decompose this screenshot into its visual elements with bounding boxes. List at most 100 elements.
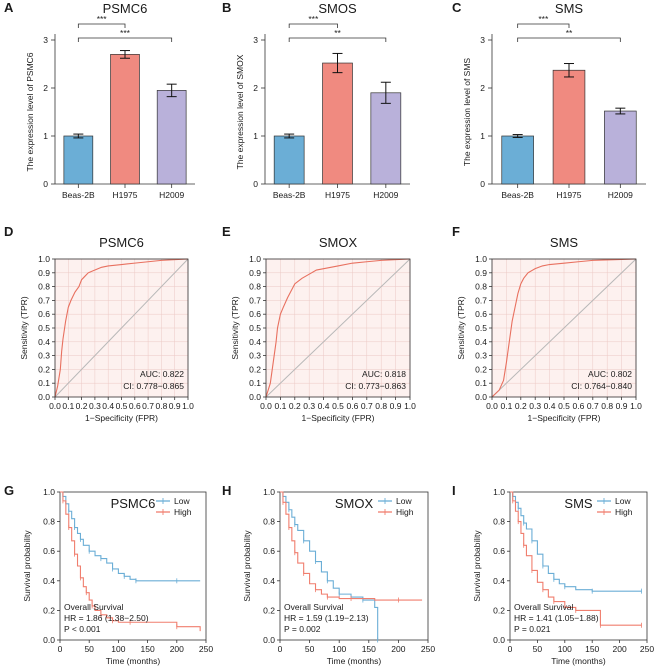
x-axis-label: Time (months) (106, 656, 161, 666)
x-tick-label: Beas-2B (62, 190, 95, 200)
y-tick-label: 0.9 (38, 268, 50, 278)
x-tick-label: 0.9 (390, 401, 402, 411)
y-tick-label: 2 (43, 83, 48, 93)
roc-chart-f: SMS0.00.00.10.10.20.20.30.30.40.40.50.50… (456, 235, 642, 423)
survival-chart-h: SMOX 0 50 100 150 200 250 0.0 0.2 0.4 0.6 0.8 1.0 Tim… (242, 487, 435, 666)
y-tick-label: 1 (43, 131, 48, 141)
y-axis-label: Sensitivity (TPR) (230, 296, 240, 359)
x-tick-label: 250 (640, 644, 654, 654)
y-tick-label: 0.1 (38, 378, 50, 388)
panel-label-i: I (452, 483, 456, 498)
bar (63, 135, 94, 185)
x-tick-label: 0.2 (289, 401, 301, 411)
survival-chart-g: PSMC6 0 50 100 150 200 250 0.0 0.2 0.4 0.6 0.8 1.0 Ti… (22, 487, 213, 666)
x-tick-label: 100 (111, 644, 125, 654)
x-tick-label: 0.2 (515, 401, 527, 411)
chart-title: PSMC6 (99, 235, 144, 250)
x-tick-label: 200 (613, 644, 627, 654)
x-tick-label: 0.2 (76, 401, 88, 411)
x-tick-label: 0.6 (129, 401, 141, 411)
plot-frame (279, 491, 429, 641)
p-value-text: P = 0.021 (514, 624, 551, 634)
auc-annotation: AUC: 0.802 (588, 369, 632, 379)
x-tick-label: 0.5 (116, 401, 128, 411)
y-tick-label: 0.2 (475, 364, 487, 374)
y-axis-label: Sensitivity (TPR) (456, 296, 466, 359)
bar (273, 135, 305, 185)
y-tick-label: 0.0 (263, 635, 275, 645)
x-axis-label: Time (months) (327, 656, 382, 666)
y-tick-label: 0.4 (38, 337, 50, 347)
chart-title: SMOX (319, 235, 358, 250)
y-tick-label: 0.0 (475, 392, 487, 402)
y-tick-label: 0.6 (249, 309, 261, 319)
x-tick-label: 0.7 (142, 401, 154, 411)
legend-label: Low (174, 496, 190, 506)
y-tick-label: 3 (253, 35, 258, 45)
chart-title: PSMC6 (103, 1, 148, 16)
auc-annotation: AUC: 0.818 (362, 369, 406, 379)
x-tick-label: H1975 (325, 190, 350, 200)
x-tick-label: Beas-2B (501, 190, 534, 200)
y-tick-label: 0.4 (249, 337, 261, 347)
y-tick-label: 0.2 (38, 364, 50, 374)
y-tick-label: 0.8 (493, 517, 505, 527)
overall-survival-label: Overall Survival (514, 602, 574, 612)
x-tick-label: 1.0 (182, 401, 194, 411)
x-axis-label: 1−Specificity (FPR) (85, 413, 158, 423)
y-tick-label: 0.6 (263, 546, 275, 556)
significance-bracket (288, 23, 338, 28)
x-tick-label: 0.4 (318, 401, 330, 411)
significance-bracket (517, 23, 570, 28)
significance-bracket (517, 37, 621, 42)
y-tick-label: 0.3 (249, 351, 261, 361)
x-tick-label: 0.3 (89, 401, 101, 411)
y-tick-label: 1.0 (38, 254, 50, 264)
ci-annotation: CI: 0.778−0.865 (123, 381, 184, 391)
x-tick-label: 0.4 (544, 401, 556, 411)
x-tick-label: 1.0 (404, 401, 416, 411)
x-tick-label: 0 (508, 644, 513, 654)
survival-curve-high (60, 491, 201, 632)
legend-label: Low (615, 496, 631, 506)
x-tick-label: H2009 (608, 190, 633, 200)
y-tick-label: 0.5 (475, 323, 487, 333)
chart-title: SMS (564, 496, 593, 511)
x-tick-label: 0.0 (486, 401, 498, 411)
hazard-ratio-text: HR = 1.86 (1.38−2.50) (64, 613, 149, 623)
survival-curve-low (60, 491, 201, 582)
x-tick-label: 0.8 (155, 401, 167, 411)
y-tick-label: 0.4 (43, 576, 55, 586)
panel-label-f: F (452, 224, 460, 239)
plot-frame (509, 491, 648, 641)
y-tick-label: 0.8 (249, 282, 261, 292)
x-tick-label: 100 (558, 644, 572, 654)
x-tick-label: 0.8 (601, 401, 613, 411)
y-tick-label: 0.7 (249, 295, 261, 305)
x-tick-label: 0 (58, 644, 63, 654)
y-tick-label: 0.4 (475, 337, 487, 347)
x-tick-label: 0.1 (500, 401, 512, 411)
roc-curve (265, 258, 411, 398)
x-tick-label: 150 (585, 644, 599, 654)
y-tick-label: 0.2 (249, 364, 261, 374)
x-tick-label: 0.0 (260, 401, 272, 411)
x-tick-label: H2009 (159, 190, 184, 200)
x-tick-label: Beas-2B (273, 190, 306, 200)
legend-label: High (174, 507, 192, 517)
chart-title: PSMC6 (111, 496, 156, 511)
ci-annotation: CI: 0.764−0.840 (571, 381, 632, 391)
y-axis-label: The expression level of PSMC6 (25, 52, 35, 171)
panel-label-a: A (4, 0, 14, 15)
y-tick-label: 2 (480, 83, 485, 93)
auc-annotation: AUC: 0.822 (140, 369, 184, 379)
x-tick-label: H1975 (112, 190, 137, 200)
bar-chart-a: PSMC6 0 1 2 3 The expression level of PSMC6 Be… (25, 1, 195, 200)
panel-label-b: B (222, 0, 231, 15)
x-tick-label: 0.9 (616, 401, 628, 411)
bar (501, 135, 534, 185)
x-tick-label: 50 (305, 644, 315, 654)
x-tick-label: 0.8 (375, 401, 387, 411)
y-tick-label: 0.3 (475, 351, 487, 361)
x-tick-label: 0.5 (332, 401, 344, 411)
